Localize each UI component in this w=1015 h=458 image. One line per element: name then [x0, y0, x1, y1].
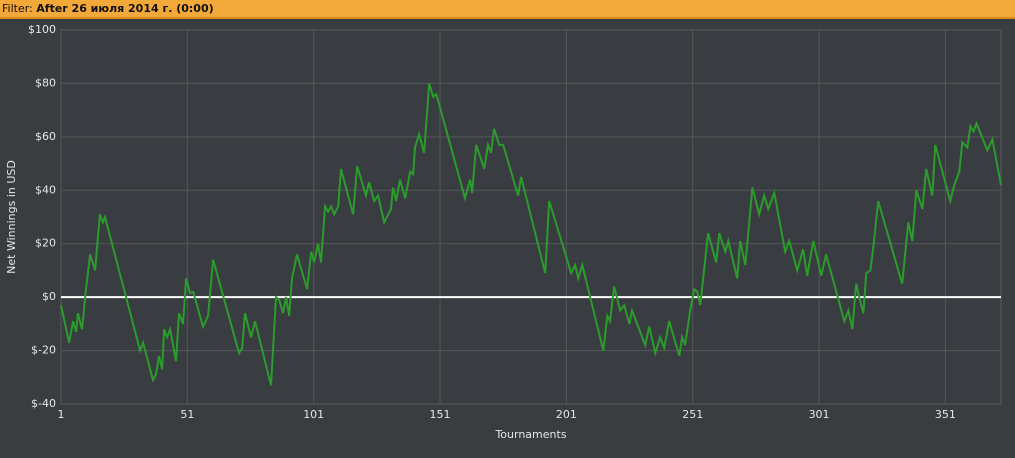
y-tick-label: $40	[35, 183, 56, 196]
filter-label: Filter:	[2, 2, 33, 15]
y-axis-label: Net Winnings in USD	[5, 160, 18, 274]
x-tick-label: 351	[935, 408, 956, 421]
y-tick-label: $-20	[31, 344, 56, 357]
y-tick-label: $20	[35, 237, 56, 250]
x-axis-label: Tournaments	[494, 428, 566, 441]
x-tick-label: 201	[556, 408, 577, 421]
line	[60, 83, 1002, 386]
y-tick-label: $60	[35, 130, 56, 143]
x-tick-label: 151	[430, 408, 451, 421]
x-tick-label: 1	[58, 408, 65, 421]
x-tick-label: 301	[809, 408, 830, 421]
y-tick-label: $0	[42, 290, 56, 303]
y-tick-label: $100	[28, 23, 56, 36]
y-tick-label: $80	[35, 76, 56, 89]
y-tick-label: $-40	[31, 397, 56, 410]
x-tick-label: 251	[682, 408, 703, 421]
filter-value: After 26 июля 2014 г. (0:00)	[36, 2, 214, 15]
chart: Tournaments Net Winnings in USD 1 51 101 15…	[5, 23, 1002, 441]
x-tick-label: 51	[180, 408, 194, 421]
filter-bar: Filter: After 26 июля 2014 г. (0:00)	[0, 0, 1015, 19]
x-tick-label: 101	[303, 408, 324, 421]
